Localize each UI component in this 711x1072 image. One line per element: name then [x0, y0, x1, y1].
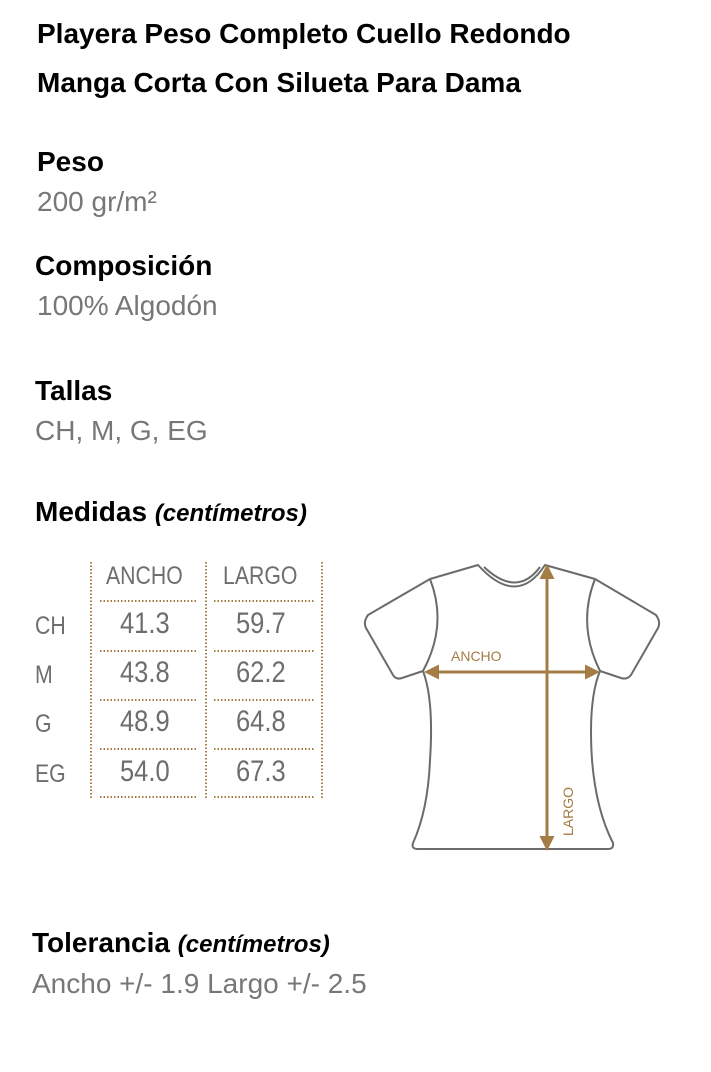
- tshirt-outline-icon: [363, 564, 661, 850]
- product-title-line-2: Manga Corta Con Silueta Para Dama: [37, 67, 521, 98]
- peso-label: Peso: [37, 146, 104, 177]
- ancho-diagram-label: ANCHO: [451, 648, 502, 664]
- column-header-largo: LARGO: [223, 562, 298, 590]
- cell-ancho: 41.3: [120, 607, 170, 640]
- cell-ancho: 54.0: [120, 755, 170, 788]
- tolerancia-label: Tolerancia: [32, 927, 170, 958]
- tolerancia-unit: (centímetros): [177, 931, 330, 958]
- tallas-value: CH, M, G, EG: [35, 415, 208, 446]
- tallas-label: Tallas: [35, 375, 113, 406]
- medidas-label: Medidas: [35, 496, 148, 527]
- medidas-heading: Medidas (centímetros): [35, 496, 307, 528]
- cell-largo: 64.8: [236, 705, 286, 738]
- composicion-value: 100% Algodón: [37, 290, 218, 321]
- cell-largo: 62.2: [236, 656, 286, 689]
- cell-largo: 67.3: [236, 755, 286, 788]
- cell-ancho: 43.8: [120, 656, 170, 689]
- product-title-line-1: Playera Peso Completo Cuello Redondo: [37, 18, 571, 49]
- column-header-ancho: ANCHO: [106, 562, 183, 590]
- medidas-unit: (centímetros): [154, 500, 307, 527]
- tolerancia-heading: Tolerancia (centímetros): [32, 927, 330, 959]
- cell-ancho: 48.9: [120, 705, 170, 738]
- cell-largo: 59.7: [236, 607, 286, 640]
- row-size: G: [35, 710, 52, 738]
- composicion-label: Composición: [35, 250, 213, 281]
- peso-value: 200 gr/m²: [37, 186, 157, 217]
- largo-diagram-label: LARGO: [560, 787, 576, 836]
- tolerancia-value: Ancho +/- 1.9 Largo +/- 2.5: [32, 968, 367, 999]
- row-size: CH: [35, 612, 66, 640]
- row-size: EG: [35, 760, 66, 788]
- row-size: M: [35, 661, 53, 689]
